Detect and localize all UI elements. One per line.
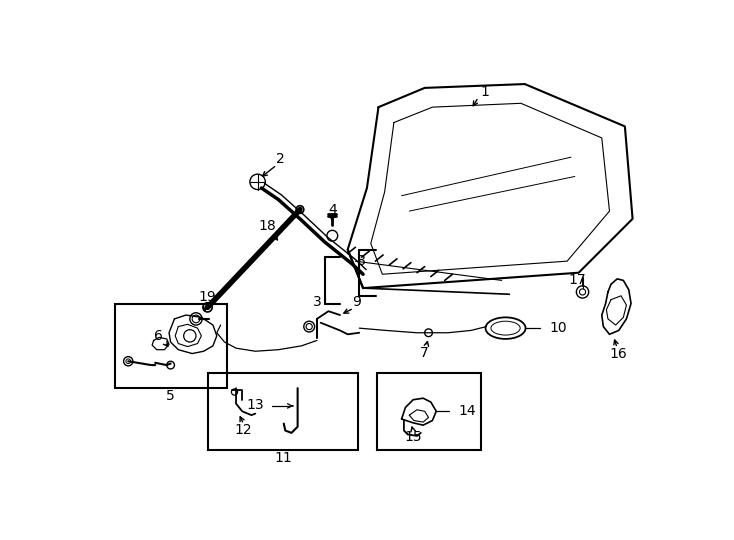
Text: 12: 12 <box>235 423 252 437</box>
Text: 11: 11 <box>274 450 292 464</box>
Text: 9: 9 <box>352 295 361 309</box>
Text: 6: 6 <box>154 329 163 343</box>
Text: 17: 17 <box>568 273 586 287</box>
Bar <box>377 373 481 450</box>
Text: 3: 3 <box>313 295 322 309</box>
Circle shape <box>579 289 586 295</box>
Text: 18: 18 <box>258 219 276 233</box>
Text: 19: 19 <box>199 291 217 305</box>
Text: 13: 13 <box>247 398 264 412</box>
Text: 14: 14 <box>459 404 476 418</box>
Text: 10: 10 <box>550 321 567 335</box>
Text: 16: 16 <box>610 347 628 361</box>
Bar <box>208 373 357 450</box>
Text: 8: 8 <box>357 254 366 268</box>
Text: 4: 4 <box>328 202 337 217</box>
Text: 2: 2 <box>275 152 284 166</box>
Text: 7: 7 <box>421 346 429 360</box>
Text: 5: 5 <box>166 389 175 403</box>
Text: 15: 15 <box>404 430 422 444</box>
Bar <box>115 303 227 388</box>
Text: 1: 1 <box>480 85 489 99</box>
